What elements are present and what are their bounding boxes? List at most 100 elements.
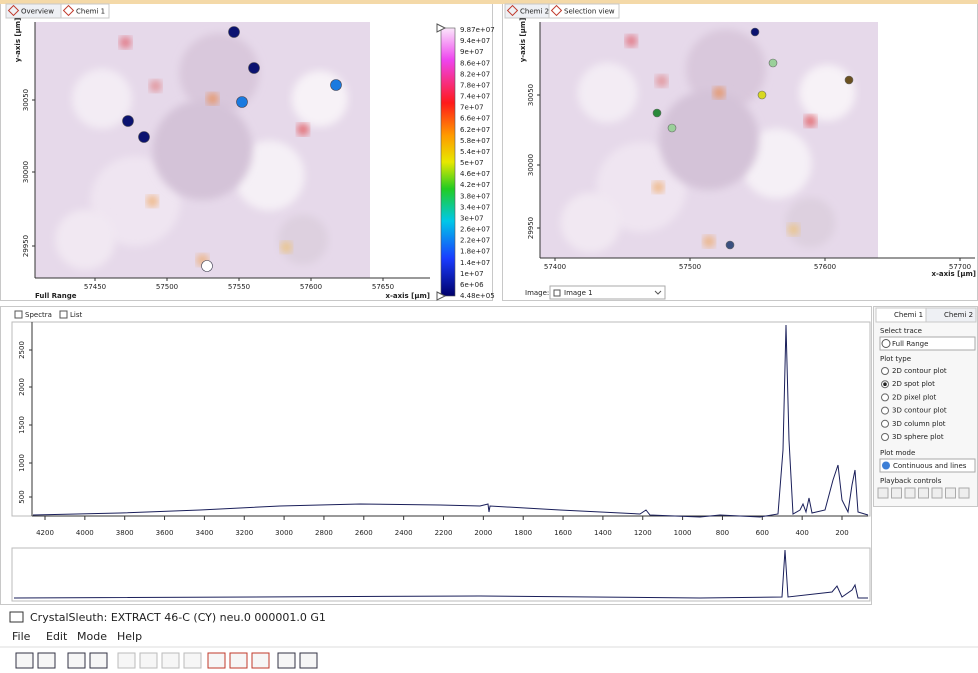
x-tick-label: 3800 <box>116 529 134 537</box>
y-tick-label: 30000 <box>527 154 535 176</box>
spot[interactable] <box>726 241 734 249</box>
playback-button[interactable] <box>919 488 929 498</box>
spot[interactable] <box>331 80 342 91</box>
spot[interactable] <box>845 76 853 84</box>
colorbar-label: 9.4e+07 <box>460 37 490 45</box>
radio[interactable] <box>882 407 889 414</box>
colorbar-label: 6e+06 <box>460 281 484 289</box>
x-tick-label: 2800 <box>315 529 333 537</box>
x-tick-label: 400 <box>795 529 808 537</box>
spot[interactable] <box>202 261 213 272</box>
section-label: Playback controls <box>880 477 942 485</box>
radio[interactable] <box>882 420 889 427</box>
spot[interactable] <box>668 124 676 132</box>
colorbar-label: 3.4e+07 <box>460 203 490 211</box>
y-tick-label: 29950 <box>22 235 30 257</box>
image-label: Image: <box>525 289 549 297</box>
toolbar-button[interactable] <box>184 653 201 668</box>
hotspot <box>146 195 158 207</box>
tab-bar <box>0 0 978 4</box>
colorbar-label: 6.2e+07 <box>460 126 490 134</box>
x-tick-label: 3200 <box>235 529 253 537</box>
texture <box>278 215 328 265</box>
spot[interactable] <box>758 91 766 99</box>
menu-item[interactable]: File <box>12 630 31 643</box>
x-tick-label: 1200 <box>634 529 652 537</box>
colorbar-label: 5.8e+07 <box>460 137 490 145</box>
x-tick-label: 2600 <box>355 529 373 537</box>
y-tick-label: 2500 <box>18 341 26 359</box>
toolbar-button[interactable] <box>252 653 269 668</box>
menu-item[interactable]: Mode <box>77 630 107 643</box>
radio[interactable] <box>882 434 889 441</box>
image-select-value: Image 1 <box>564 289 593 297</box>
spot[interactable] <box>653 109 661 117</box>
spot[interactable] <box>229 27 240 38</box>
x-tick-label: 1800 <box>514 529 532 537</box>
y-tick-label: 1000 <box>18 454 26 472</box>
radio-label: 3D contour plot <box>892 407 947 415</box>
toolbar-button[interactable] <box>38 653 55 668</box>
toolbar-button[interactable] <box>162 653 179 668</box>
spot[interactable] <box>249 63 260 74</box>
y-tick-label: 1500 <box>18 416 26 434</box>
spot[interactable] <box>751 28 759 36</box>
toolbar-button[interactable] <box>278 653 295 668</box>
overview-plot <box>12 548 870 601</box>
toolbar-button[interactable] <box>300 653 317 668</box>
x-tick-label: 800 <box>716 529 729 537</box>
spot[interactable] <box>237 97 248 108</box>
x-tick-label: 1000 <box>674 529 692 537</box>
spot[interactable] <box>123 116 134 127</box>
menu-item[interactable]: Help <box>117 630 142 643</box>
toolbar-button[interactable] <box>140 653 157 668</box>
x-tick-label: 4000 <box>76 529 94 537</box>
spot[interactable] <box>769 59 777 67</box>
menu-item[interactable]: Edit <box>46 630 68 643</box>
tab-label: Chemi 1 <box>894 311 923 319</box>
tab-label: Chemi 2 <box>944 311 973 319</box>
playback-button[interactable] <box>959 488 969 498</box>
playback-button[interactable] <box>878 488 888 498</box>
x-tick-label: 57500 <box>156 283 178 291</box>
x-axis-label: x-axis [µm] <box>385 292 430 300</box>
x-tick-label: 57600 <box>300 283 322 291</box>
x-tick-label: 3600 <box>156 529 174 537</box>
colorbar-label: 7e+07 <box>460 104 484 112</box>
colorbar-label: 6.6e+07 <box>460 115 490 123</box>
x-tick-label: 2400 <box>395 529 413 537</box>
toolbar-button[interactable] <box>208 653 225 668</box>
playback-button[interactable] <box>905 488 915 498</box>
tab-label: Selection view <box>564 8 615 16</box>
spot[interactable] <box>139 132 150 143</box>
colorbar-label: 5e+07 <box>460 159 484 167</box>
x-tick-label: 4200 <box>36 529 54 537</box>
texture <box>55 210 115 270</box>
toolbar-button[interactable] <box>118 653 135 668</box>
trace-value: Full Range <box>892 340 928 348</box>
playback-button[interactable] <box>946 488 956 498</box>
tab-label: Chemi 2 <box>520 8 549 16</box>
y-axis-label: y-axis [µm] <box>14 18 22 63</box>
radio[interactable] <box>882 394 889 401</box>
radio[interactable] <box>882 368 889 375</box>
x-tick-label: 57550 <box>228 283 250 291</box>
mode-icon <box>882 462 890 470</box>
toolbar-button[interactable] <box>16 653 33 668</box>
colorbar-label: 8.2e+07 <box>460 70 490 78</box>
texture <box>153 100 253 200</box>
x-tick-label: 1400 <box>594 529 612 537</box>
x-tick-label: 3400 <box>195 529 213 537</box>
toolbar-button[interactable] <box>68 653 85 668</box>
toolbar-button[interactable] <box>230 653 247 668</box>
colorbar-label: 8.6e+07 <box>460 59 490 67</box>
toolbar-button[interactable] <box>90 653 107 668</box>
playback-button[interactable] <box>932 488 942 498</box>
plot-mode-value: Continuous and lines <box>893 462 967 470</box>
hotspot <box>150 80 162 92</box>
colorbar <box>441 28 455 296</box>
hotspot <box>625 35 637 47</box>
colorbar-label: 3.8e+07 <box>460 192 490 200</box>
tab-label: Overview <box>21 8 54 16</box>
playback-button[interactable] <box>892 488 902 498</box>
